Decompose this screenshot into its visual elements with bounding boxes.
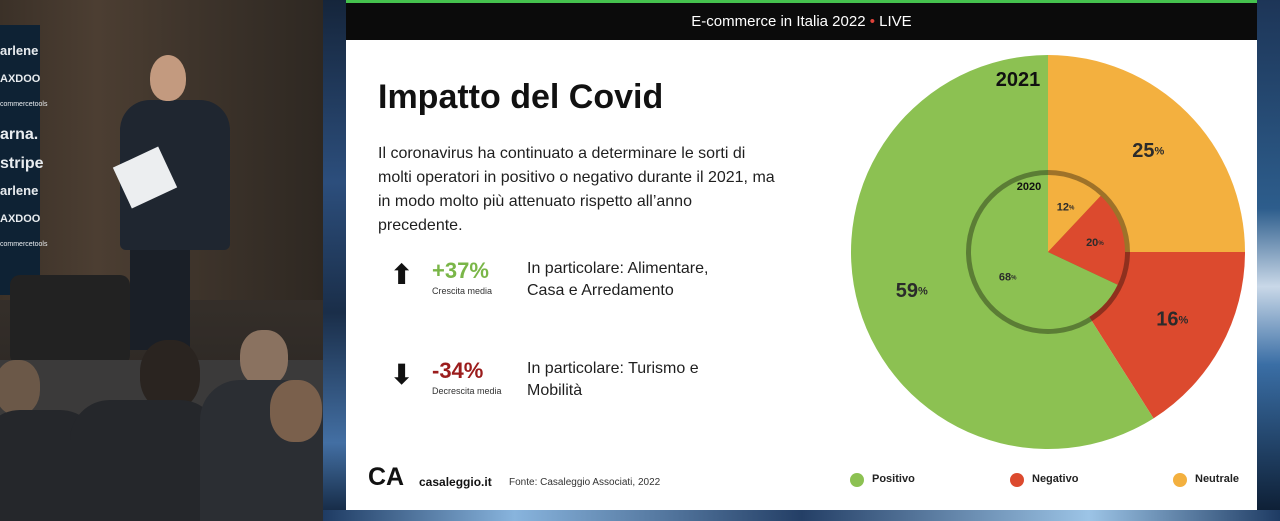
pie-labels: 25% 16% 59% 2021 12% 20% 68% 2020 <box>896 69 1189 331</box>
audience-head <box>240 330 288 386</box>
speaker-video-feed: arlene AXDOO commercetools arna. stripe … <box>0 0 323 521</box>
arrow-up-icon: ⬆ <box>390 259 414 290</box>
arrow-down-icon: ⬇ <box>390 359 414 390</box>
ring-year-2020: 2020 <box>1017 181 1041 193</box>
pie-slice-2020-neutrale <box>1048 175 1101 252</box>
slide-header: E-commerce in Italia 2022 • LIVE <box>346 0 1257 40</box>
sponsor-logo: commercetools <box>0 101 48 108</box>
ring-year-2021: 2021 <box>996 69 1041 91</box>
stat-value: +37% <box>432 258 489 283</box>
live-label: LIVE <box>879 13 912 30</box>
sponsor-logo: arna. <box>0 126 39 143</box>
stat-value: -34% <box>432 358 484 383</box>
legend-negative: Negativo <box>1032 473 1079 485</box>
speaker-head <box>150 55 186 101</box>
speaker-legs <box>130 240 190 350</box>
legend-neutral: Neutrale <box>1195 473 1240 485</box>
pie-label-2021-neutrale: 25% <box>1132 140 1164 162</box>
presentation-slide: E-commerce in Italia 2022 • LIVE Impatto… <box>346 0 1257 510</box>
website-label: casaleggio.it <box>419 475 492 489</box>
slide-title: Impatto del Covid <box>378 78 664 116</box>
sponsor-logo: AXDOO <box>0 73 41 85</box>
event-title: E-commerce in Italia 2022 <box>691 13 866 30</box>
stat-growth: ⬆ +37% Crescita media In particolare: Al… <box>390 258 790 318</box>
audience-head <box>270 380 322 442</box>
pie-label-2020-negativo: 20% <box>1086 237 1104 249</box>
audience-head <box>0 360 40 415</box>
sponsor-logo: stripe <box>0 155 44 172</box>
pie-label-2021-negativo: 16% <box>1156 309 1188 331</box>
pie-slice-2020-positivo <box>971 175 1118 329</box>
pie-slice-2020-negativo <box>1048 195 1125 285</box>
sponsor-logo: AXDOO <box>0 213 41 225</box>
casaleggio-logo: CA <box>368 463 405 491</box>
sponsor-banner: arlene AXDOO commercetools arna. stripe … <box>0 25 47 295</box>
audience-head <box>140 340 200 410</box>
source-note: Fonte: Casaleggio Associati, 2022 <box>509 477 661 488</box>
covid-impact-pie-chart: 25% 16% 59% 2021 12% 20% 68% 2020 <box>851 55 1245 449</box>
legend-positive-dot <box>850 473 864 487</box>
stage-chair <box>10 275 130 365</box>
live-dot: • <box>869 13 875 30</box>
stat-description: In particolare: Alimentare, Casa e Arred… <box>527 260 709 299</box>
background-strip-bottom <box>323 510 1280 521</box>
legend-neutral-dot <box>1173 473 1187 487</box>
stat-description: In particolare: Turismo e Mobilità <box>527 360 699 399</box>
legend-negative-dot <box>1010 473 1024 487</box>
sponsor-logo: arlene <box>0 43 39 58</box>
background-strip <box>323 0 346 521</box>
pie-label-2021-positivo: 59% <box>896 280 928 302</box>
stat-caption: Decrescita media <box>432 386 502 396</box>
pie-2020 <box>966 170 1130 334</box>
legend-positive: Positivo <box>872 473 915 485</box>
sponsor-logo: commercetools <box>0 241 48 248</box>
background-edge <box>1257 0 1280 521</box>
audience-member <box>70 400 220 521</box>
slide-body-text: Il coronavirus ha continuato a determina… <box>378 145 775 234</box>
stat-decline: ⬇ -34% Decrescita media In particolare: … <box>390 358 790 418</box>
sponsor-logo: arlene <box>0 183 39 198</box>
pie-label-2020-positivo: 68% <box>999 271 1017 283</box>
pie-label-2020-neutrale: 12% <box>1057 202 1075 214</box>
stat-caption: Crescita media <box>432 286 493 296</box>
